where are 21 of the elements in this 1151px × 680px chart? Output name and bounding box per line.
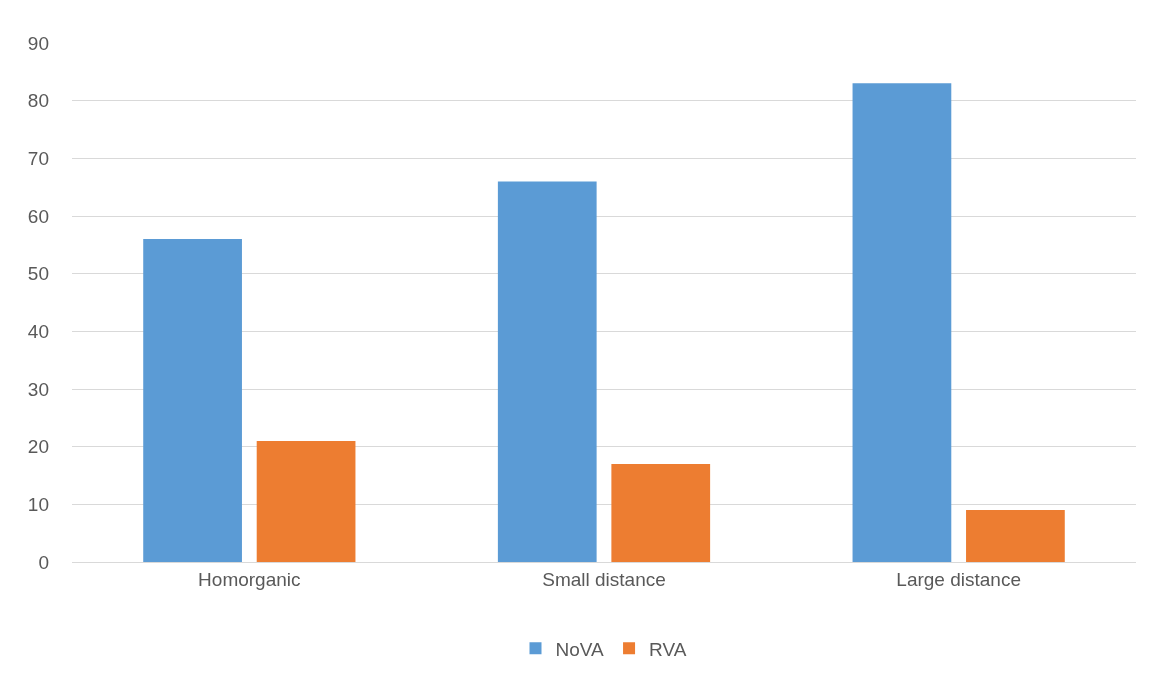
y-tick-label: 50 [27, 263, 49, 285]
bar [966, 510, 1065, 562]
y-tick-label: 40 [27, 320, 49, 342]
bar [143, 239, 242, 562]
y-tick-label: 10 [27, 493, 49, 515]
y-tick-label: 80 [27, 90, 49, 112]
bar [497, 181, 597, 562]
x-tick-label: Small distance [542, 568, 666, 590]
x-tick-label: Homorganic [198, 568, 301, 590]
y-tick-label: 70 [27, 147, 49, 169]
legend-label: NoVA [555, 638, 605, 660]
bar [256, 440, 356, 562]
x-tick-label: Large distance [896, 568, 1021, 590]
y-tick-label: 30 [27, 378, 49, 400]
bar [852, 83, 952, 562]
bar [611, 463, 711, 562]
y-tick-label: 90 [27, 32, 49, 54]
y-tick-label: 0 [38, 551, 49, 573]
legend-label: RVA [649, 638, 687, 660]
y-tick-label: 20 [27, 436, 49, 458]
y-tick-label: 60 [27, 205, 49, 227]
